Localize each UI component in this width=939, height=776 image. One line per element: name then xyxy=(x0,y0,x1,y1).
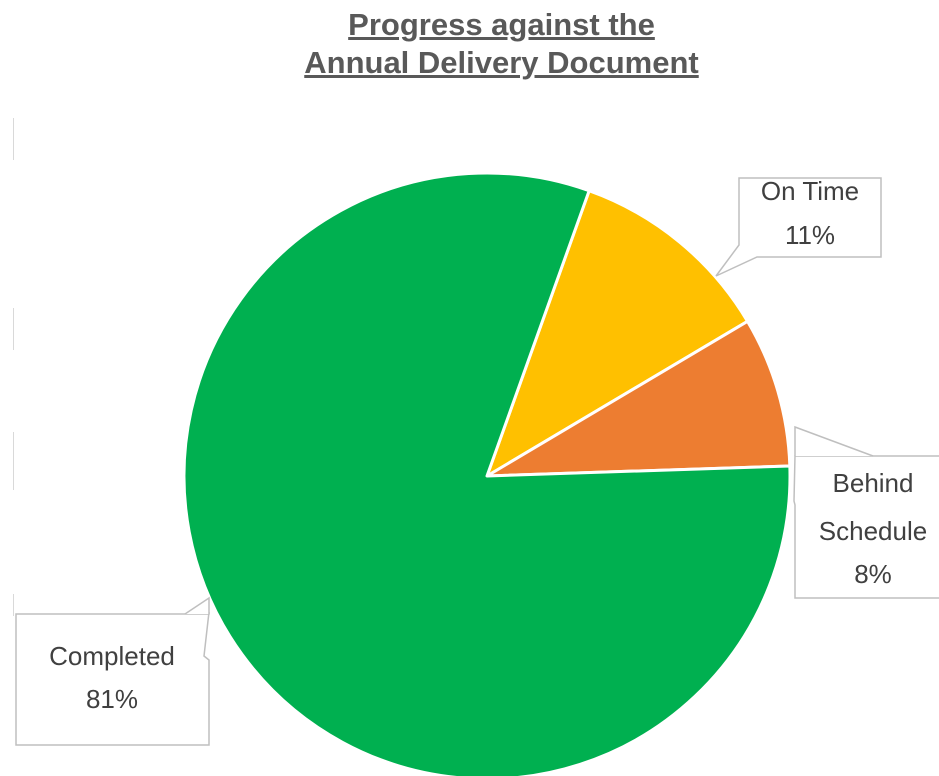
label-behind-value: 8% xyxy=(854,559,892,589)
pie-slice-completed xyxy=(182,171,792,776)
label-completed-name: Completed xyxy=(49,641,175,671)
chart-title: Progress against the Annual Delivery Doc… xyxy=(0,6,939,82)
axis-tick xyxy=(13,308,14,350)
label-behind-line-1: Behind xyxy=(833,468,914,498)
label-on-time: On Time 11% xyxy=(715,176,882,277)
axis-tick xyxy=(13,118,14,160)
pie-slice-on-time xyxy=(485,189,750,478)
label-behind-line-2: Schedule xyxy=(819,516,927,546)
label-completed-value: 81% xyxy=(86,684,138,714)
chart-title-line-2: Annual Delivery Document xyxy=(304,45,699,80)
label-completed: Completed 81% xyxy=(15,596,210,746)
label-behind-schedule: Behind Schedule 8% xyxy=(793,425,939,599)
pie-slice-behind-schedule xyxy=(485,319,792,478)
label-on-time-name: On Time xyxy=(761,176,859,206)
label-on-time-value: 11% xyxy=(785,220,835,250)
axis-tick xyxy=(13,594,14,616)
chart-title-line-1: Progress against the xyxy=(348,7,655,42)
axis-tick xyxy=(13,432,14,490)
